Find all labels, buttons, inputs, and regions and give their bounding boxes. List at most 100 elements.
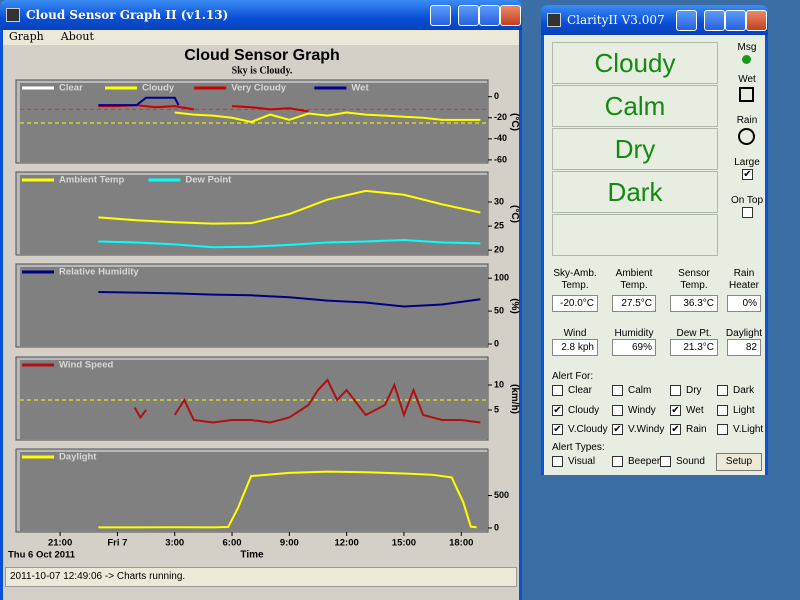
section-label: Alert For: — [552, 371, 594, 382]
y-tick-label: 20 — [494, 245, 504, 255]
status-bar: 2011-10-07 12:49:06 -> Charts running. — [5, 567, 517, 587]
on-top-checkbox[interactable] — [742, 207, 758, 218]
date-label: Thu 6 Oct 2011 — [8, 550, 76, 561]
section-label: Alert Types: — [552, 442, 605, 453]
y-tick-label: 500 — [494, 490, 509, 500]
checkbox-label: Light — [733, 404, 755, 416]
checkbox-label: Rain — [686, 424, 707, 435]
checkbox-label: Visual — [568, 456, 596, 467]
large-checkbox[interactable]: ✔ — [742, 169, 753, 180]
reading-value: -20.0°C — [552, 295, 598, 312]
checkbox-label: Windy — [628, 404, 656, 416]
alert-checkbox[interactable]: ✔ V.Windy — [612, 424, 665, 435]
indicator-label: On Top — [730, 195, 764, 206]
title-bar: Cloud Sensor Graph II (v1.13) — [0, 0, 522, 30]
checkbox-label: V.Windy — [628, 424, 665, 435]
y-tick-label: 0 — [494, 522, 499, 532]
alert-type-checkbox[interactable]: Beeper — [612, 456, 660, 467]
y-tick-label: 0 — [494, 91, 499, 101]
reading-label: Sensor Temp. — [678, 268, 710, 291]
setup-button[interactable]: Setup — [716, 453, 762, 471]
window-title: ClarityII V3.007 — [567, 13, 665, 27]
reading-value: 36.3°C — [670, 295, 718, 312]
series-line — [98, 189, 481, 225]
y-tick-label: 100 — [494, 273, 509, 283]
alert-checkbox[interactable]: Windy — [612, 404, 656, 416]
reading-value: 27.5°C — [612, 295, 656, 312]
x-tick-label: 15:00 — [392, 538, 416, 549]
resize-button[interactable] — [430, 5, 451, 26]
close-button[interactable] — [746, 10, 767, 31]
x-tick-label: Fri 7 — [107, 538, 127, 549]
alert-checkbox[interactable]: Clear — [552, 385, 592, 396]
indicator-label: Msg — [737, 42, 757, 53]
maximize-button[interactable] — [725, 10, 746, 31]
series-line — [231, 105, 309, 113]
y-tick-label: -40 — [494, 133, 507, 143]
checkbox-label: V.Cloudy — [568, 424, 608, 435]
y-tick-label: 10 — [494, 379, 504, 389]
alert-checkbox[interactable]: Calm — [612, 385, 651, 396]
legend-label: Very Cloudy — [231, 83, 287, 94]
checkbox-label: Dark — [733, 385, 755, 396]
menu-bar: Graph About — [3, 30, 519, 45]
indicator-label: Wet — [738, 74, 756, 85]
x-tick-label: 9:00 — [280, 538, 299, 549]
menu-item[interactable]: About — [60, 30, 94, 43]
legend-label: Ambient Temp — [59, 175, 124, 186]
checkbox-label: Cloudy — [568, 404, 600, 416]
minimize-button[interactable] — [704, 10, 725, 31]
x-tick-label: 3:00 — [165, 538, 184, 549]
legend-label: Daylight — [59, 452, 97, 463]
plot-area — [20, 452, 488, 531]
alert-type-checkbox[interactable]: Sound — [660, 456, 705, 467]
reading-label: Ambient Temp. — [615, 268, 653, 291]
menu-item[interactable]: Graph — [9, 30, 44, 43]
plot-area — [20, 175, 488, 254]
checkbox-label: Beeper — [628, 456, 661, 467]
resize-button[interactable] — [676, 10, 697, 31]
y-tick-label: 0 — [494, 338, 499, 348]
legend-label: Relative Humidity — [59, 267, 139, 278]
alert-checkbox[interactable]: Dry — [670, 385, 702, 396]
reading-label: Daylight — [725, 328, 763, 339]
checkbox-label: Dry — [686, 385, 702, 396]
maximize-button[interactable] — [479, 5, 500, 26]
checkbox-label: V.Light — [733, 424, 764, 435]
y-tick-label: 5 — [494, 404, 499, 414]
alert-checkbox[interactable]: V.Light — [717, 424, 763, 435]
minimize-button[interactable] — [458, 5, 479, 26]
alert-checkbox[interactable]: ✔ V.Cloudy — [552, 424, 608, 435]
y-axis-label: (km/h) — [509, 384, 520, 414]
alert-type-checkbox[interactable]: Visual — [552, 456, 595, 467]
reading-label: Wind — [563, 328, 587, 339]
alert-checkbox[interactable]: ✔ Wet — [670, 404, 704, 416]
series-line — [98, 104, 194, 111]
reading-label: Sky-Amb. Temp. — [553, 268, 597, 291]
reading-value: 0% — [727, 295, 761, 312]
x-tick-label: 12:00 — [334, 538, 358, 549]
title-bar: ClarityII V3.007 — [541, 5, 768, 35]
reading-label: Dew Pt. — [676, 328, 712, 339]
y-tick-label: 25 — [494, 220, 504, 230]
series-line — [98, 239, 481, 249]
alert-checkbox[interactable]: ✔ Cloudy — [552, 404, 600, 416]
alert-checkbox[interactable]: ✔ Rain — [670, 424, 707, 435]
y-axis-label: (%) — [509, 298, 520, 314]
series-line — [98, 96, 180, 107]
close-button[interactable] — [500, 5, 521, 26]
alert-checkbox[interactable]: Dark — [717, 385, 754, 396]
indicator-label: Rain — [736, 115, 758, 126]
checkbox-label: Sound — [676, 456, 705, 467]
wet-indicator — [739, 87, 754, 102]
legend-label: Clear — [59, 83, 83, 94]
y-tick-label: 50 — [494, 305, 504, 315]
series-line — [98, 291, 481, 308]
series-line — [133, 407, 147, 420]
plot-area — [20, 83, 488, 162]
alert-checkbox[interactable]: Light — [717, 404, 755, 416]
series-line — [98, 470, 477, 529]
legend-label: Wind Speed — [59, 360, 113, 371]
reading-value: 21.3°C — [670, 339, 718, 356]
condition-box: Dark — [552, 171, 718, 213]
